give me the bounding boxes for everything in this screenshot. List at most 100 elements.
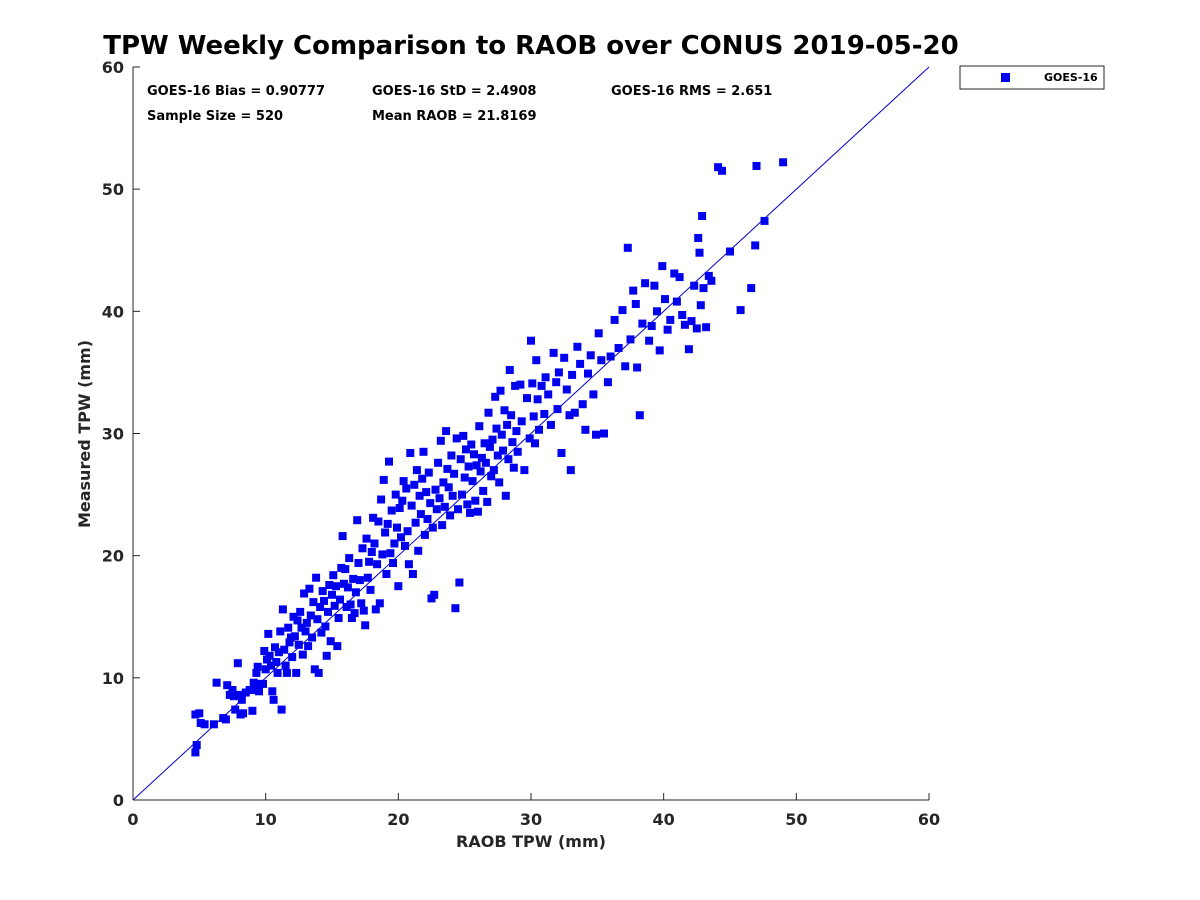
data-point: [546, 420, 555, 429]
x-tick-label: 0: [127, 810, 138, 829]
data-point: [285, 638, 294, 647]
data-point: [328, 590, 336, 599]
data-point: [412, 466, 421, 475]
data-point: [592, 430, 600, 439]
data-point: [292, 668, 301, 677]
data-point: [301, 627, 310, 636]
data-point: [747, 284, 756, 293]
data-point: [228, 686, 237, 694]
data-point: [267, 661, 275, 670]
data-point: [459, 431, 468, 440]
data-point: [446, 511, 455, 520]
data-point: [347, 614, 356, 622]
data-point: [527, 336, 535, 345]
data-point: [447, 451, 456, 460]
data-point: [540, 410, 549, 418]
data-point: [487, 472, 496, 481]
data-point: [341, 565, 350, 574]
data-point: [428, 523, 437, 532]
data-point: [473, 507, 482, 516]
data-point: [284, 623, 293, 632]
data-point: [448, 491, 457, 500]
data-point: [349, 574, 358, 583]
reference-line-1-to-1: [132, 66, 930, 801]
data-point: [509, 463, 518, 472]
data-point: [281, 661, 290, 670]
data-point: [439, 478, 448, 487]
data-point: [389, 559, 397, 567]
data-point: [603, 378, 612, 387]
data-point: [312, 573, 321, 582]
data-point: [390, 539, 399, 548]
plot-marks: [132, 66, 930, 801]
data-point: [195, 709, 204, 718]
data-point: [436, 436, 445, 445]
data-point: [324, 607, 332, 616]
x-tick-label: 40: [653, 810, 675, 829]
data-point: [192, 741, 201, 749]
x-tick-label: 60: [918, 810, 940, 829]
data-point: [370, 539, 379, 548]
data-point: [633, 363, 642, 372]
data-point: [553, 405, 562, 414]
data-point: [371, 605, 380, 614]
data-point: [680, 320, 689, 329]
data-point: [345, 554, 354, 563]
data-point: [269, 695, 278, 704]
data-point: [385, 457, 393, 466]
data-point: [451, 604, 460, 613]
data-point: [273, 668, 282, 677]
data-point: [313, 615, 322, 624]
data-point: [503, 420, 512, 429]
data-point: [635, 411, 644, 420]
data-point: [476, 467, 485, 476]
data-point: [560, 353, 569, 362]
data-point: [570, 408, 579, 417]
data-point: [496, 386, 505, 395]
data-point: [694, 234, 703, 242]
data-point: [393, 523, 401, 532]
data-point: [288, 653, 297, 662]
data-point: [399, 477, 408, 486]
data-point: [464, 462, 473, 471]
data-point: [483, 497, 492, 506]
data-point: [268, 687, 277, 696]
data-point: [415, 491, 424, 500]
data-point: [320, 596, 328, 605]
data-point: [265, 651, 274, 660]
data-point: [531, 439, 539, 448]
y-tick-label: 40: [102, 302, 124, 321]
data-point: [658, 262, 667, 271]
data-point: [351, 588, 360, 597]
data-point: [690, 281, 699, 290]
data-point: [365, 557, 374, 566]
data-point: [566, 466, 575, 475]
x-tick-label: 30: [520, 810, 542, 829]
data-point: [401, 541, 409, 550]
data-point: [309, 598, 318, 607]
data-point: [300, 589, 309, 598]
data-point: [586, 351, 595, 360]
data-point: [581, 425, 590, 434]
x-tick-label: 10: [255, 810, 277, 829]
data-point: [491, 392, 500, 401]
data-point: [629, 286, 638, 295]
data-point: [432, 505, 441, 514]
data-point: [200, 720, 209, 729]
data-point: [293, 616, 302, 625]
data-point: [406, 449, 415, 457]
data-point: [212, 678, 221, 687]
data-point: [350, 609, 359, 618]
data-point: [387, 506, 396, 515]
data-point: [495, 478, 504, 487]
legend-box: [959, 65, 1105, 90]
data-point: [239, 709, 248, 718]
data-point: [329, 571, 338, 580]
data-point: [523, 394, 531, 403]
data-point: [378, 550, 387, 559]
data-point: [305, 584, 314, 593]
data-point: [353, 516, 362, 525]
data-point: [516, 380, 525, 389]
stat-sample-size: Sample Size = 520: [147, 109, 283, 124]
